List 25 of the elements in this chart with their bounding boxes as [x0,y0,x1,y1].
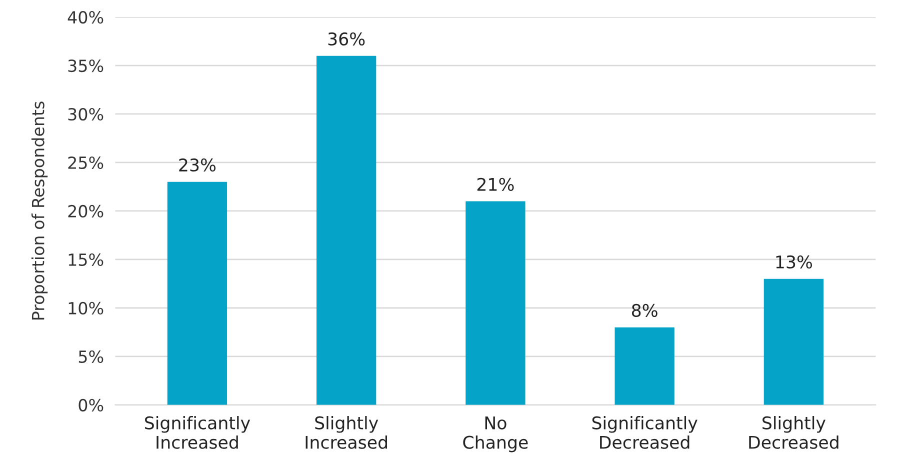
bar [466,201,526,405]
x-tick-label: Slightly Increased [306,416,387,449]
data-label: 13% [776,255,812,269]
x-tick-label: Slightly Decreased [749,416,838,449]
bar [316,56,376,405]
y-tick-label: 15% [68,253,104,266]
y-tick-label: 0% [78,398,104,412]
data-label: 36% [328,32,365,46]
y-axis-title: Proportion of Respondents [31,102,48,320]
y-tick-label: 5% [78,350,104,363]
y-tick-label: 40% [68,10,104,24]
y-tick-label: 20% [68,204,104,218]
bar [764,278,824,405]
y-tick-label: 10% [68,302,104,314]
y-tick-label: 35% [68,59,104,72]
bar [614,327,674,405]
y-tick-label: 30% [68,108,104,121]
x-tick-label: No Change [463,416,528,452]
x-tick-label: Significantly Increased [145,416,250,449]
y-tick-label: 25% [68,156,104,170]
data-label: 23% [179,158,216,172]
data-label: 21% [477,178,514,191]
x-tick-label: Significantly Decreased [592,416,698,449]
bar [167,182,228,405]
data-label: 8% [632,304,658,318]
